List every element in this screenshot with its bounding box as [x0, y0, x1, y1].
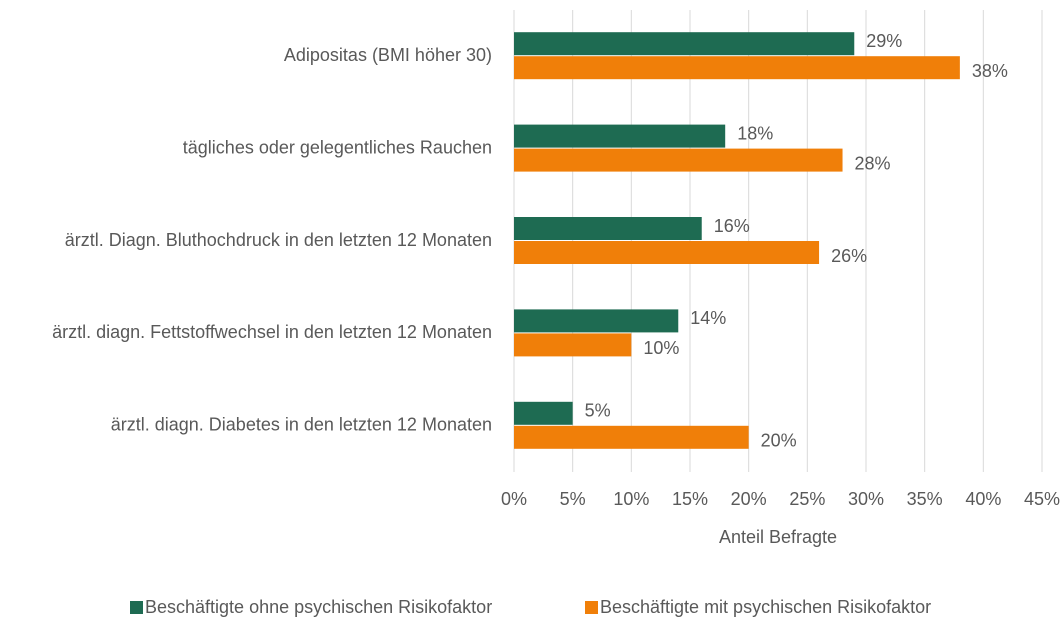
data-label: 26%: [831, 246, 867, 266]
legend-label: Beschäftigte mit psychischen Risikofakto…: [600, 597, 931, 617]
data-label: 20%: [761, 431, 797, 451]
category-label: ärztl. diagn. Diabetes in den letzten 12…: [111, 415, 492, 435]
bar: [514, 425, 749, 449]
data-label: 10%: [643, 338, 679, 358]
category-label: ärztl. Diagn. Bluthochdruck in den letzt…: [65, 230, 492, 250]
x-tick-label: 30%: [848, 489, 884, 509]
category-label: Adipositas (BMI höher 30): [284, 45, 492, 65]
x-tick-label: 5%: [560, 489, 586, 509]
data-label: 18%: [737, 123, 773, 143]
data-label: 14%: [690, 308, 726, 328]
category-label: tägliches oder gelegentliches Rauchen: [183, 137, 492, 157]
data-label: 5%: [585, 401, 611, 421]
legend-swatch: [585, 601, 598, 614]
bar: [514, 148, 843, 172]
data-label: 29%: [866, 31, 902, 51]
x-axis-title: Anteil Befragte: [719, 527, 837, 547]
x-tick-label: 35%: [907, 489, 943, 509]
legend-swatch: [130, 601, 143, 614]
x-tick-label: 45%: [1024, 489, 1060, 509]
category-label: ärztl. diagn. Fettstoffwechsel in den le…: [52, 322, 492, 342]
bar: [514, 56, 960, 80]
x-tick-label: 0%: [501, 489, 527, 509]
x-tick-label: 20%: [731, 489, 767, 509]
x-tick-label: 25%: [789, 489, 825, 509]
data-label: 16%: [714, 216, 750, 236]
bar: [514, 124, 726, 148]
x-tick-label: 10%: [613, 489, 649, 509]
x-tick-label: 40%: [965, 489, 1001, 509]
bar: [514, 32, 855, 56]
x-tick-label: 15%: [672, 489, 708, 509]
bar: [514, 333, 632, 357]
bar: [514, 241, 820, 264]
legend-label: Beschäftigte ohne psychischen Risikofakt…: [145, 597, 492, 617]
bar: [514, 217, 702, 240]
data-label: 28%: [855, 153, 891, 173]
bar: [514, 309, 679, 333]
data-label: 38%: [972, 61, 1008, 81]
bar: [514, 401, 573, 425]
